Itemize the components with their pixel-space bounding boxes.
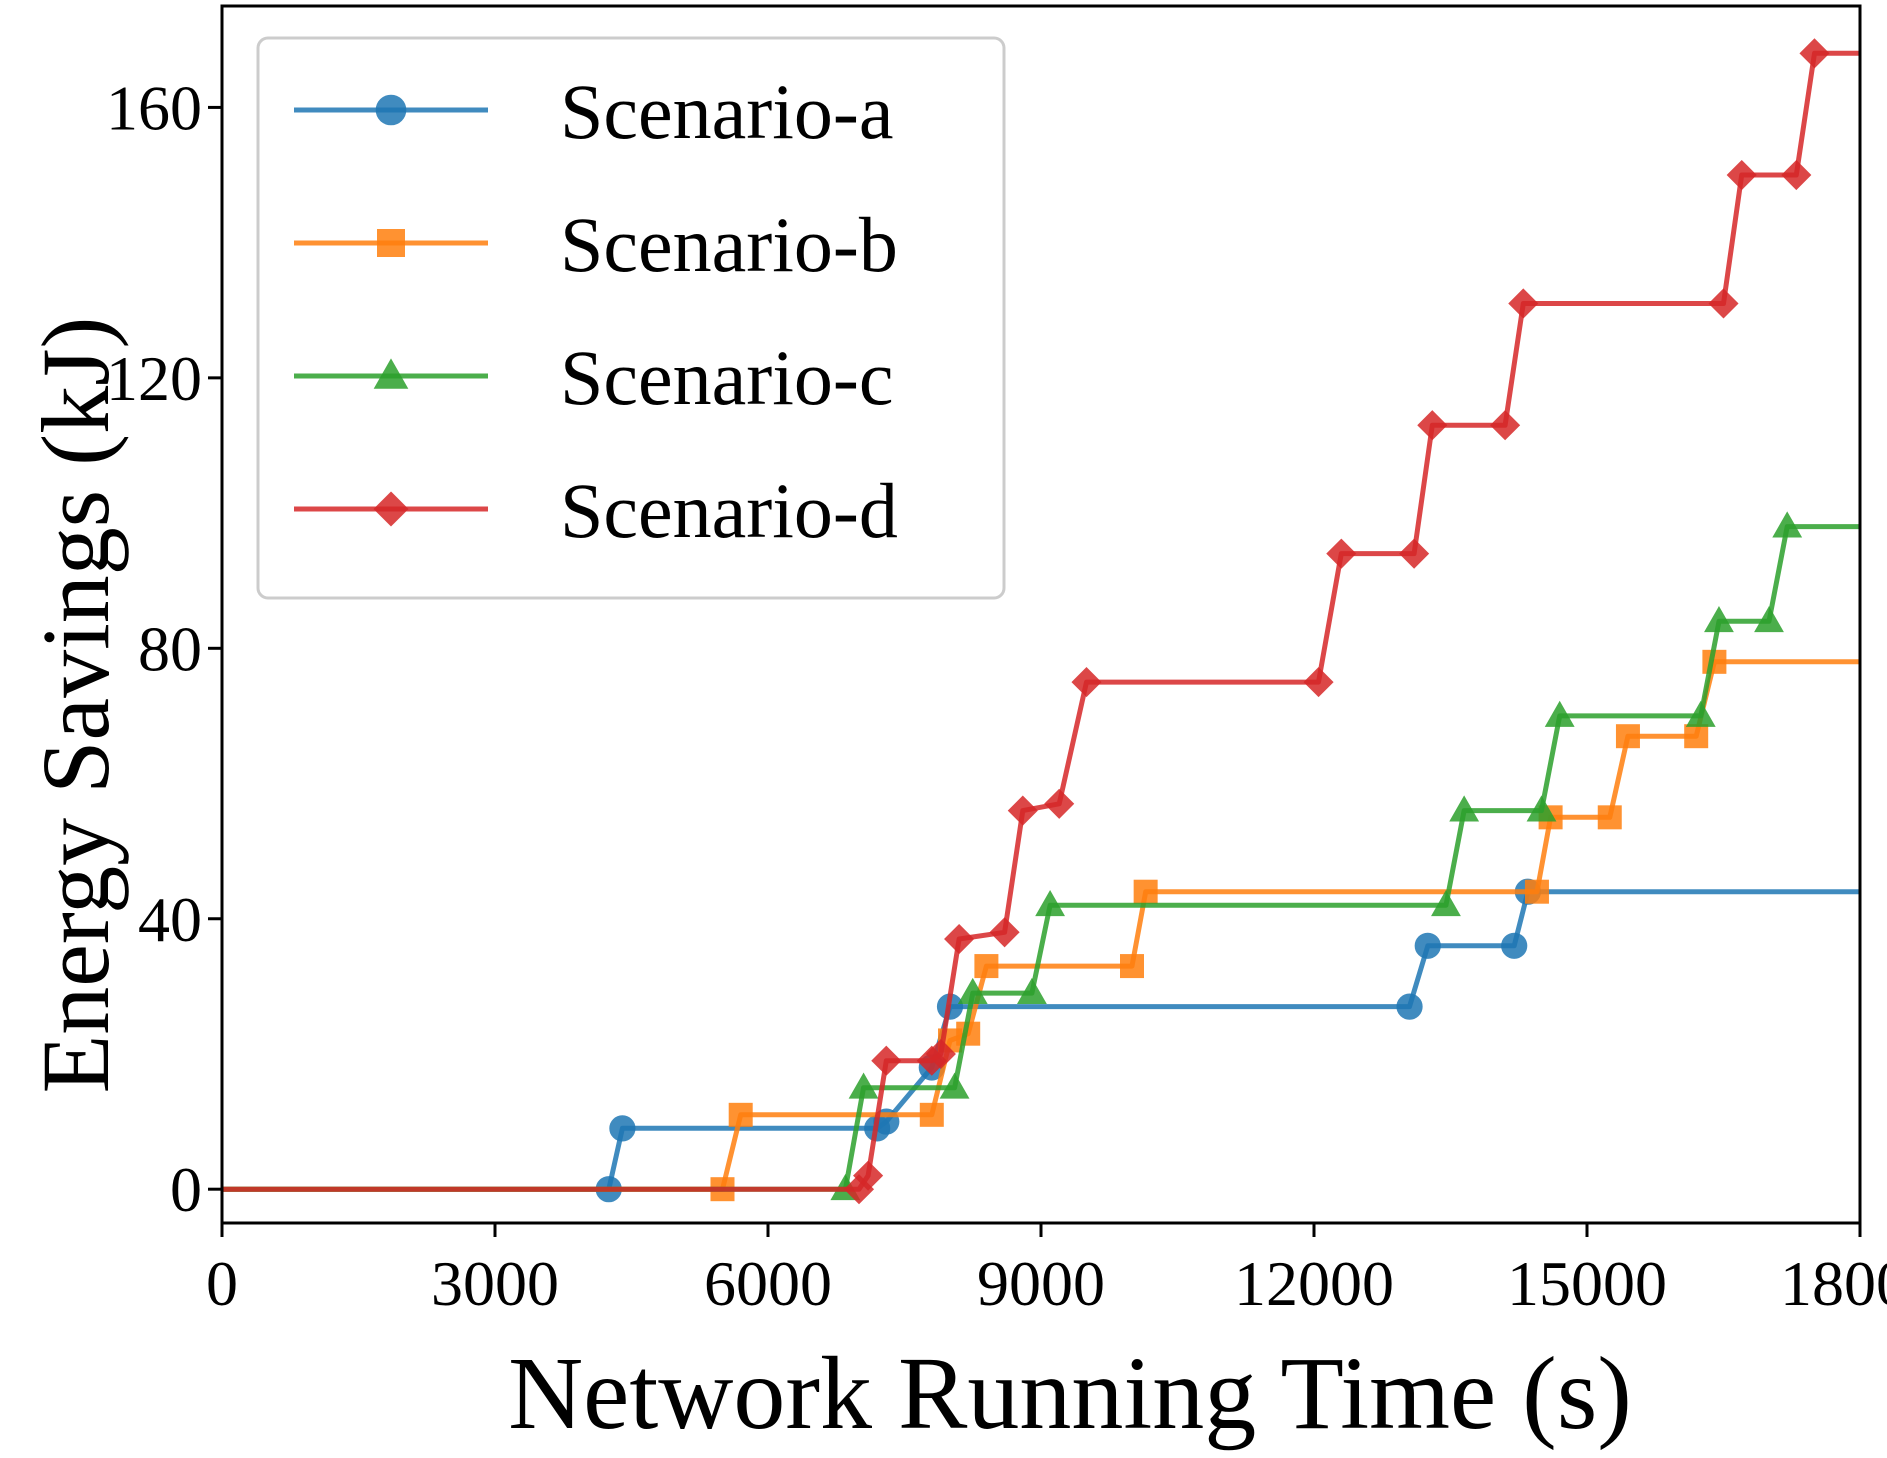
data-point — [1326, 538, 1357, 569]
data-point — [1524, 879, 1549, 904]
data-point — [1417, 410, 1448, 441]
data-point — [1501, 932, 1528, 959]
axes: 0 3000 6000 9000 12000 15000 18000 0 40 80 120 160 — [106, 4, 1887, 1319]
data-point — [1781, 159, 1812, 191]
data-point — [1449, 795, 1480, 822]
legend-label: Scenario-a — [560, 68, 893, 155]
y-axis-title: Energy Savings (kJ) — [22, 317, 129, 1094]
data-point — [871, 1045, 902, 1076]
legend-item-scenario-a: Scenario-a — [294, 68, 893, 155]
data-point — [848, 1072, 879, 1099]
y-tick-label: 120 — [106, 343, 202, 414]
data-point — [1035, 890, 1066, 917]
data-point — [1684, 724, 1709, 749]
y-tick-label: 40 — [138, 884, 202, 955]
x-tick-label: 12000 — [1234, 1248, 1394, 1319]
data-point — [1754, 606, 1784, 633]
data-point — [974, 954, 999, 979]
data-point — [1396, 993, 1423, 1020]
data-point — [1544, 700, 1575, 727]
data-point — [957, 977, 988, 1005]
data-point — [1704, 606, 1734, 633]
data-point — [1007, 795, 1038, 826]
data-point — [1799, 38, 1830, 69]
data-point — [1133, 879, 1158, 904]
data-point — [1044, 788, 1075, 819]
data-point — [1120, 954, 1144, 979]
data-point — [1685, 700, 1716, 727]
legend-marker — [373, 491, 409, 527]
data-point — [609, 1115, 636, 1142]
data-point — [1303, 667, 1334, 698]
legend-item-scenario-b: Scenario-b — [294, 201, 898, 288]
series-line — [222, 889, 1860, 1192]
data-point — [1431, 890, 1461, 917]
data-point — [1772, 511, 1803, 538]
data-point — [1615, 724, 1640, 749]
series-line — [222, 659, 1860, 1192]
data-point — [853, 1160, 884, 1191]
x-tick-label: 0 — [206, 1248, 238, 1319]
x-tick-label: 15000 — [1507, 1248, 1667, 1319]
data-point — [939, 1072, 970, 1099]
data-point — [944, 923, 975, 955]
x-tick-label: 9000 — [977, 1248, 1105, 1319]
data-point — [728, 1102, 753, 1127]
x-tick-label: 3000 — [431, 1248, 559, 1319]
y-tick-label: 80 — [138, 613, 202, 684]
data-point — [1490, 410, 1521, 441]
data-point — [1016, 977, 1047, 1005]
data-point — [1597, 805, 1622, 830]
legend-marker — [375, 94, 407, 126]
data-point — [989, 917, 1020, 948]
data-point — [1526, 795, 1557, 822]
series-scenario-b — [222, 649, 1860, 1202]
series-line — [222, 524, 1860, 1192]
data-point — [1414, 932, 1441, 959]
y-tick-label: 0 — [170, 1154, 202, 1225]
legend-label: Scenario-d — [560, 467, 898, 554]
data-point — [1726, 159, 1757, 191]
data-point — [1399, 538, 1430, 569]
data-point — [1508, 288, 1539, 319]
series-scenario-d — [222, 38, 1860, 1205]
legend-marker — [373, 358, 409, 389]
legend-item-scenario-d: Scenario-d — [294, 467, 898, 554]
plot-area — [222, 38, 1860, 1205]
x-tick-label: 18000 — [1780, 1248, 1887, 1319]
series-line — [222, 50, 1860, 1192]
legend: Scenario-a Scenario-b Scenario-c Scenario-d — [256, 36, 1006, 600]
data-point — [1071, 667, 1102, 698]
legend-label: Scenario-b — [560, 201, 898, 288]
data-point — [919, 1102, 944, 1127]
data-point — [925, 1038, 956, 1070]
legend-item-scenario-c: Scenario-c — [294, 334, 893, 421]
series-scenario-c — [222, 511, 1860, 1201]
y-tick-label: 160 — [106, 72, 202, 143]
legend-marker — [377, 229, 405, 257]
data-point — [1708, 288, 1739, 319]
series-scenario-a — [222, 878, 1860, 1203]
x-tick-label: 6000 — [704, 1248, 832, 1319]
x-axis-title: Network Running Time (s) — [508, 1336, 1632, 1451]
legend-box — [256, 36, 1006, 600]
legend-label: Scenario-c — [560, 334, 893, 421]
